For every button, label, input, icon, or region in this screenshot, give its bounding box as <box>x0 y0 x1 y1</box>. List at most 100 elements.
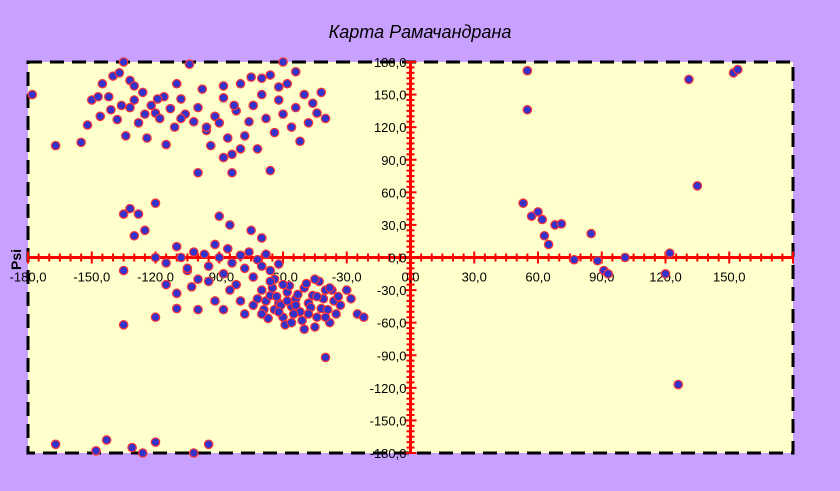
data-point <box>152 94 163 104</box>
data-point <box>116 100 127 111</box>
data-point <box>256 89 267 100</box>
data-point <box>673 379 684 390</box>
data-point <box>118 265 129 276</box>
data-point <box>256 73 267 84</box>
y-tick-label: -150,0 <box>370 413 407 428</box>
data-point <box>341 285 352 295</box>
y-tick-label: -90,0 <box>377 348 407 363</box>
data-point <box>248 272 259 282</box>
data-point <box>227 258 237 268</box>
data-point <box>229 100 239 111</box>
data-point <box>290 102 301 113</box>
data-point <box>227 149 237 160</box>
data-point <box>193 167 203 178</box>
data-point <box>271 291 282 302</box>
data-point <box>286 317 297 328</box>
data-point <box>273 259 284 269</box>
data-point <box>239 131 250 141</box>
data-point <box>256 285 267 295</box>
data-point <box>256 233 267 243</box>
data-point <box>556 219 567 229</box>
data-point <box>293 289 303 300</box>
data-point <box>310 274 320 285</box>
data-point <box>50 140 61 151</box>
data-point <box>526 211 537 222</box>
data-point <box>290 300 301 311</box>
data-point <box>307 98 318 109</box>
y-tick-label: 90,0 <box>381 153 406 168</box>
data-point <box>295 136 305 147</box>
data-point <box>218 268 229 279</box>
data-point <box>333 291 344 302</box>
data-point <box>227 167 237 178</box>
data-point <box>533 207 543 217</box>
data-point <box>140 109 150 119</box>
data-point <box>210 296 220 306</box>
data-point <box>214 118 225 128</box>
data-point <box>246 225 256 236</box>
data-point <box>133 209 144 219</box>
y-axis-title: Psi <box>8 249 24 270</box>
data-point <box>205 140 216 151</box>
data-point <box>620 252 630 263</box>
data-point <box>303 309 314 319</box>
data-point <box>278 109 288 119</box>
y-tick-label: 150,0 <box>374 88 407 103</box>
data-point <box>312 291 322 302</box>
data-point <box>282 296 293 306</box>
data-point <box>320 312 331 323</box>
data-point <box>273 82 284 92</box>
data-point <box>161 139 171 150</box>
data-point <box>518 198 528 208</box>
y-tick-label: 30,0 <box>381 218 406 233</box>
data-point <box>140 225 150 236</box>
data-point <box>222 133 233 143</box>
y-tick-label: 0,0 <box>388 251 406 266</box>
y-tick-label: -180,0 <box>370 446 407 461</box>
data-point <box>171 288 182 299</box>
data-point <box>539 230 550 241</box>
data-point <box>231 279 242 290</box>
data-point <box>244 247 254 257</box>
data-point <box>265 265 276 276</box>
data-point <box>193 102 203 113</box>
chart-title: Карта Рамачандрана <box>328 22 512 42</box>
data-point <box>603 268 613 279</box>
data-point <box>543 239 554 250</box>
data-point <box>235 250 246 261</box>
data-point <box>324 283 335 293</box>
data-point <box>273 95 284 105</box>
data-point <box>664 248 675 258</box>
data-point <box>692 181 703 191</box>
y-tick-label: -30,0 <box>377 283 407 298</box>
data-point <box>225 285 235 295</box>
data-point <box>210 111 220 122</box>
data-point <box>320 113 331 124</box>
data-point <box>252 144 263 154</box>
data-point <box>176 252 186 263</box>
data-point <box>265 276 276 287</box>
data-point <box>248 300 259 311</box>
data-point <box>297 315 307 326</box>
data-point <box>522 104 533 115</box>
data-point <box>252 293 263 304</box>
data-point <box>169 122 180 132</box>
data-point <box>106 104 116 115</box>
data-point <box>125 102 135 113</box>
data-point <box>537 214 548 225</box>
data-point <box>95 111 106 122</box>
data-point <box>203 261 214 271</box>
data-point <box>222 244 233 254</box>
data-point <box>660 268 671 279</box>
data-point <box>586 228 596 239</box>
data-point <box>310 322 320 332</box>
data-point <box>188 247 199 257</box>
data-point <box>218 93 229 103</box>
data-point <box>286 122 297 132</box>
data-point <box>316 87 327 98</box>
x-tick-label: 0,0 <box>401 270 419 285</box>
data-point <box>120 131 131 141</box>
data-point <box>193 274 203 285</box>
data-point <box>235 78 246 89</box>
